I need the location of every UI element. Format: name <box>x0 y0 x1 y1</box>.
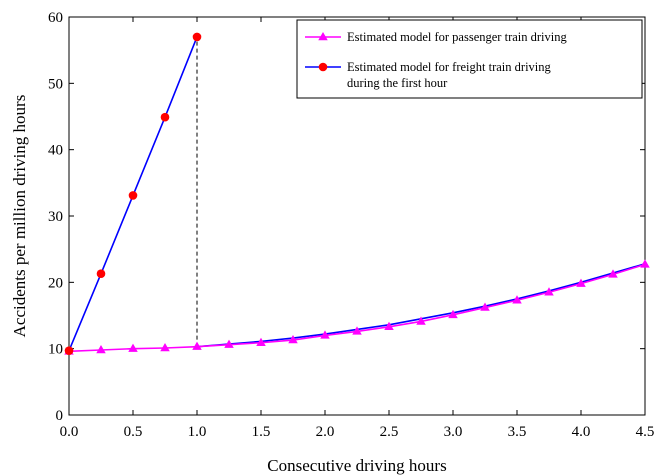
x-tick-label: 3.5 <box>508 424 527 440</box>
legend-box <box>296 19 643 99</box>
passenger-point <box>480 302 490 311</box>
passenger-point <box>128 343 138 352</box>
legend-passenger-label: Estimated model for passenger train driv… <box>347 30 567 44</box>
passenger-point <box>416 316 426 325</box>
freight-point <box>160 112 170 122</box>
y-tick-label: 10 <box>48 342 63 358</box>
y-tick-label: 60 <box>48 10 63 26</box>
passenger-point <box>352 326 362 335</box>
freight-point <box>192 32 202 42</box>
passenger-point <box>640 259 650 268</box>
freight-point <box>128 191 138 200</box>
x-tick-label: 0.5 <box>124 424 143 440</box>
freight-point <box>96 269 106 279</box>
passenger-series-line <box>68 263 646 353</box>
x-tick-label: 2.5 <box>380 424 399 440</box>
axis-ticks: 0.0 0.5 1.0 1.5 2.0 2.5 3.0 3.5 4.0 4.5 0 10 20 30 40 5… <box>48 10 654 440</box>
legend-passenger-swatch-marker <box>318 32 328 41</box>
x-tick-label: 3.0 <box>444 424 463 440</box>
passenger-point <box>160 343 170 352</box>
passenger-point <box>320 330 330 339</box>
freight-continuation-line <box>196 262 646 348</box>
x-tick-label: 4.5 <box>636 424 655 440</box>
legend: Estimated model for passenger train driv… <box>296 19 643 99</box>
y-tick-label: 20 <box>48 275 63 291</box>
legend-freight-swatch-marker <box>318 62 328 72</box>
series-layer <box>64 32 650 355</box>
y-tick-label: 0 <box>56 408 64 424</box>
y-tick-label: 50 <box>48 76 63 92</box>
passenger-point <box>256 337 266 346</box>
freight-point <box>64 346 74 355</box>
passenger-point <box>544 287 554 296</box>
y-tick-label: 40 <box>48 143 63 159</box>
x-tick-label: 0.0 <box>60 424 79 440</box>
y-tick-label: 30 <box>48 209 63 225</box>
passenger-point <box>192 341 202 350</box>
passenger-point <box>224 339 234 348</box>
passenger-point <box>608 269 618 278</box>
x-axis-title: Consecutive driving hours <box>267 456 446 475</box>
passenger-point <box>576 278 586 287</box>
passenger-point <box>448 309 458 319</box>
x-tick-label: 1.5 <box>252 424 271 440</box>
passenger-point <box>96 344 106 354</box>
x-tick-label: 4.0 <box>572 424 591 440</box>
passenger-point <box>384 321 394 331</box>
legend-freight-label: Estimated model for freight train drivin… <box>347 60 552 90</box>
passenger-point <box>512 295 522 304</box>
x-tick-label: 2.0 <box>316 424 335 440</box>
x-tick-label: 1.0 <box>188 424 207 440</box>
passenger-point <box>288 335 298 344</box>
y-axis-title: Accidents per million driving hours <box>10 95 29 338</box>
